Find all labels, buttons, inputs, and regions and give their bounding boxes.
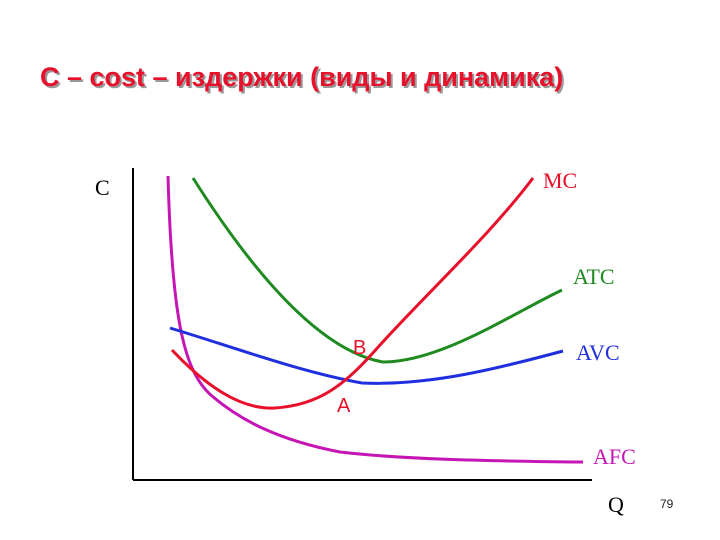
point-b-label: B — [353, 337, 366, 359]
mc-curve — [170, 177, 535, 410]
avc-curve — [169, 326, 564, 385]
atc-label: ATC — [573, 264, 615, 289]
x-axis-label: Q — [608, 492, 624, 517]
slide-title: С – cost – издержки (виды и динамика) — [40, 62, 564, 92]
atc-curve — [191, 177, 563, 364]
afc-curve — [166, 175, 584, 464]
y-axis-label: C — [95, 175, 110, 200]
mc-label: MC — [543, 168, 577, 193]
afc-label: AFC — [593, 444, 636, 469]
slide-number: 79 — [660, 497, 674, 511]
point-a-label: A — [337, 395, 351, 417]
avc-label: AVC — [576, 340, 620, 365]
